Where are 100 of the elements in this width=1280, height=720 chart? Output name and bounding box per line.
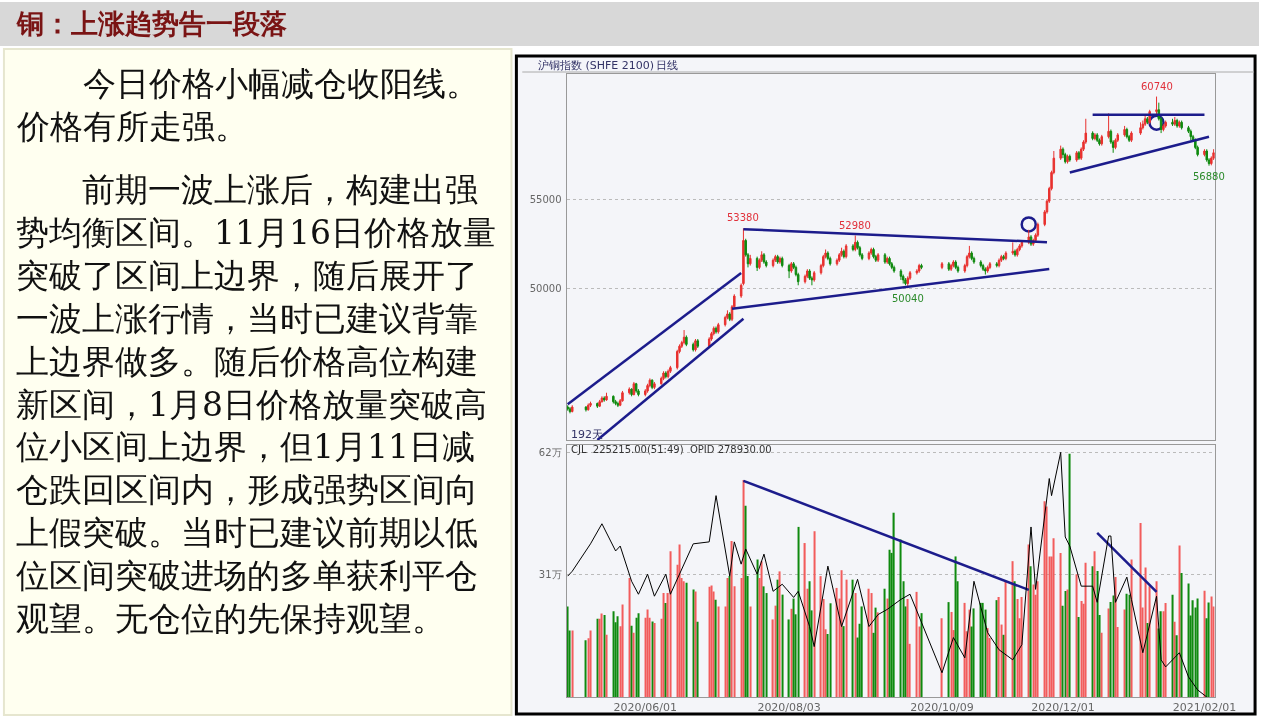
candlestick [981,263,985,272]
candlestick [1016,247,1019,258]
bar [669,551,672,697]
candlestick [892,265,896,274]
bar [744,505,747,697]
candlestick [717,322,720,335]
bar [1144,567,1147,697]
bar [776,579,779,697]
bar [612,611,615,697]
candlestick [1020,240,1024,249]
bar [842,626,845,697]
bar [888,549,891,697]
bar [621,604,624,697]
bar [762,586,765,697]
bar [774,605,777,697]
x-tick-label: 2020/10/09 [910,701,974,715]
annotation: 60740 [1141,81,1173,92]
bar [840,570,843,697]
bar [1171,594,1174,697]
bar [940,618,943,697]
candlestick [653,381,656,390]
bar [808,581,811,697]
bar [1180,572,1183,697]
candlestick [566,404,569,412]
candlestick [885,256,889,265]
bar [1164,602,1167,697]
bar [1027,544,1030,697]
candlestick [612,394,615,404]
bar [1112,595,1115,697]
bar [1146,622,1149,697]
candlestick [568,406,572,414]
bar [678,544,681,697]
bar [790,608,793,697]
bar [1125,593,1128,697]
bar [851,579,854,697]
bar [1096,571,1099,697]
bar [1084,562,1087,697]
bar [589,630,592,697]
bar [906,598,909,697]
bar [616,616,619,697]
bar [1068,453,1071,697]
bar [915,591,918,697]
candlestick [749,254,752,267]
bar [646,609,649,697]
candlestick [997,257,1001,268]
candlestick [790,261,793,274]
bar [1059,552,1062,697]
bar [787,619,790,697]
bar [950,611,953,697]
bar [972,608,975,697]
candlestick [1162,123,1165,132]
bar [1075,574,1078,697]
bar [1052,538,1055,697]
bar [845,579,848,697]
candlestick [1139,121,1142,136]
annotation: 56880 [1193,171,1225,182]
candlestick [1098,137,1101,147]
candlestick [1146,116,1149,125]
candlestick [917,263,921,274]
candlestick [662,370,665,381]
text: 日线 [656,59,678,72]
candlestick [1059,145,1062,161]
candlestick [1171,118,1174,127]
candlestick [915,268,919,276]
candlestick [872,247,875,259]
candlestick [867,250,871,261]
candlestick [778,256,782,265]
bar [1130,559,1133,697]
bar [1210,596,1213,697]
bar [886,598,889,697]
candlestick [838,252,841,263]
candlestick [589,401,592,408]
bar [813,531,816,697]
text: 铜：上涨趋势告一段落 [16,8,287,39]
candlestick [995,261,999,268]
candlestick [1141,120,1145,131]
candlestick [851,243,855,252]
x-tick-label: 2020/12/01 [1031,701,1095,715]
candlestick [669,365,672,374]
bar [628,578,631,697]
candlestick [1164,120,1167,129]
bar [1148,586,1151,697]
candlestick [899,268,903,281]
candlestick [1107,112,1110,139]
annotation: CJL 225215.00(51:49) OPID 278930.00 [571,444,772,455]
candlestick [596,402,599,409]
bar [760,561,763,697]
x-tick-label: 2020/08/03 [757,701,821,715]
candlestick [586,402,590,412]
bar [632,632,635,697]
bar [883,588,886,697]
bar [1114,576,1117,697]
candlestick [682,329,686,345]
candlestick [869,247,873,256]
bar [860,606,863,697]
candlestick [1075,150,1078,163]
bar [1128,594,1131,697]
candlestick [904,277,907,286]
candlestick [1036,222,1040,238]
bar [854,593,857,697]
